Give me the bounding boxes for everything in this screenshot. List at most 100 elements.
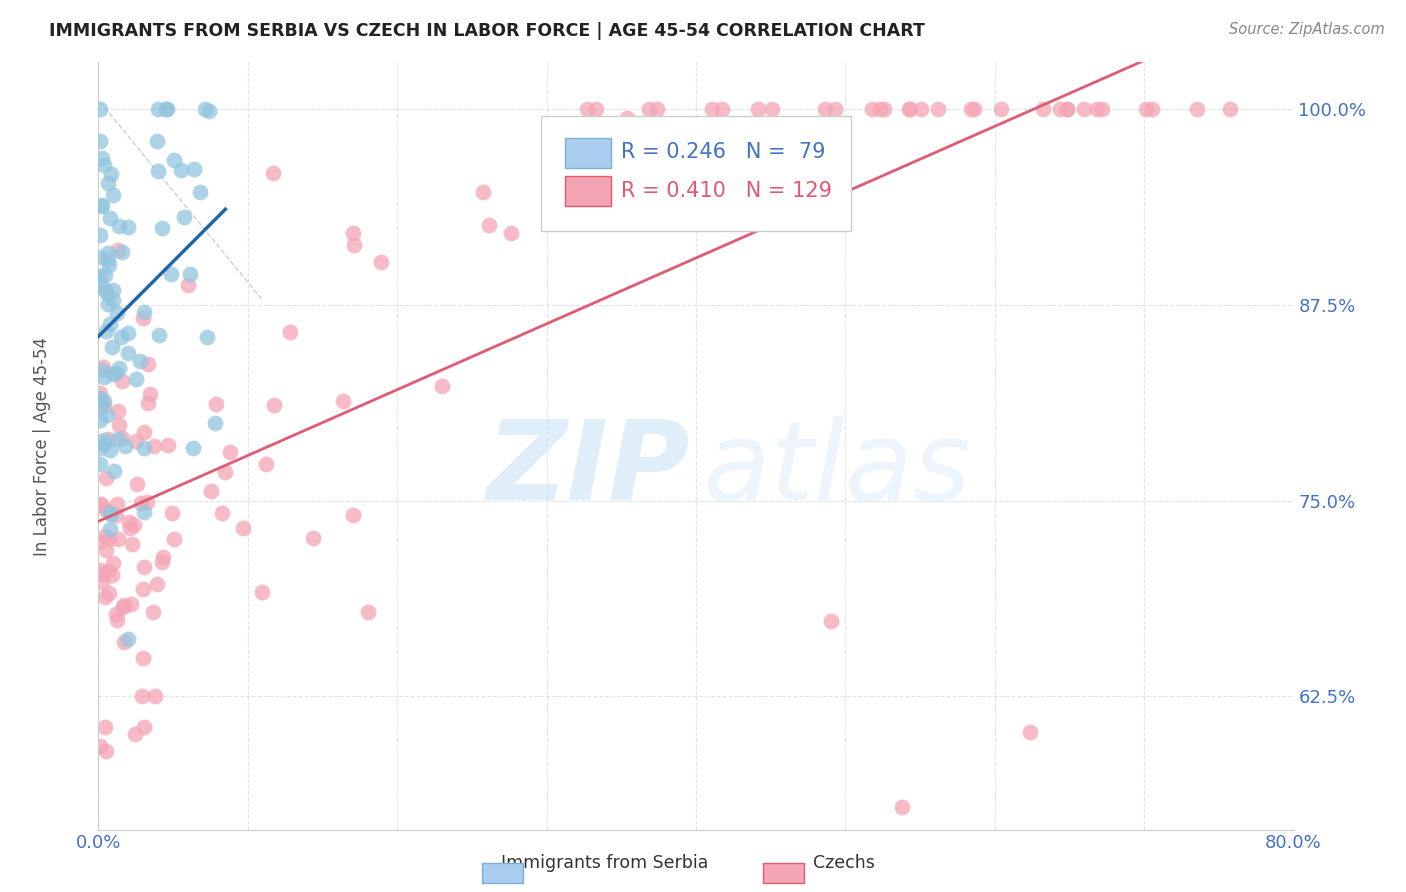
Point (824, 103, 846, 117)
Point (97, 252, 120, 267)
Point (873, 103, 896, 117)
Point (89, 498, 111, 512)
Point (90, 497, 112, 511)
Point (93, 433, 115, 447)
Point (1073, 103, 1095, 117)
Point (117, 345, 139, 359)
Point (89, 103, 111, 117)
Point (132, 305, 155, 319)
Point (163, 532, 186, 546)
Point (146, 164, 169, 178)
Point (211, 507, 233, 521)
Point (103, 367, 125, 381)
Point (152, 549, 174, 564)
Point (478, 219, 501, 233)
Point (97, 246, 120, 260)
Point (89, 441, 111, 455)
Point (131, 690, 153, 704)
Point (188, 185, 211, 199)
Point (647, 103, 669, 117)
Point (155, 103, 177, 117)
Point (616, 111, 638, 125)
Point (627, 141, 650, 155)
Point (820, 615, 842, 629)
Point (107, 432, 129, 446)
Point (156, 438, 179, 452)
Point (132, 651, 155, 665)
Point (98, 506, 121, 520)
Point (93, 268, 115, 282)
Point (134, 441, 156, 455)
Point (89, 277, 111, 291)
Point (575, 103, 598, 117)
Point (1219, 103, 1241, 117)
Point (501, 227, 523, 241)
Point (105, 366, 128, 380)
Point (814, 103, 837, 117)
Point (146, 134, 169, 148)
Point (194, 103, 217, 117)
Point (156, 103, 179, 117)
Point (107, 532, 129, 546)
Point (761, 103, 783, 117)
Point (97, 258, 120, 272)
Point (254, 457, 277, 471)
Point (98, 442, 121, 457)
Point (91, 363, 114, 377)
Point (132, 582, 155, 596)
Text: IMMIGRANTS FROM SERBIA VS CZECH IN LABOR FORCE | AGE 45-54 CORRELATION CHART: IMMIGRANTS FROM SERBIA VS CZECH IN LABOR… (49, 22, 925, 40)
Point (89, 228, 111, 243)
Point (90, 395, 112, 409)
Text: In Labor Force | Age 45-54: In Labor Force | Age 45-54 (34, 336, 51, 556)
Point (1056, 103, 1078, 117)
Point (110, 431, 132, 445)
FancyBboxPatch shape (565, 176, 612, 206)
Point (107, 404, 129, 418)
Point (89, 399, 111, 413)
Point (121, 536, 143, 550)
Point (89, 563, 111, 577)
Point (134, 425, 156, 439)
Point (214, 465, 236, 479)
Text: Czechs: Czechs (813, 855, 875, 872)
Point (93, 370, 115, 384)
Point (890, 800, 912, 814)
Point (94, 324, 117, 338)
Point (200, 483, 222, 498)
Point (117, 220, 139, 235)
Point (89, 739, 111, 753)
Point (129, 496, 152, 510)
Point (1135, 103, 1157, 117)
Point (89, 413, 111, 427)
Point (342, 508, 364, 523)
Point (136, 495, 159, 509)
Point (1142, 103, 1164, 117)
FancyBboxPatch shape (541, 116, 852, 231)
Point (262, 166, 284, 180)
Point (103, 464, 125, 478)
Point (1185, 103, 1208, 117)
Point (96, 285, 118, 300)
Point (169, 162, 191, 177)
Point (148, 327, 170, 342)
Point (342, 227, 364, 241)
Point (343, 238, 366, 252)
Point (150, 220, 173, 235)
Point (357, 605, 380, 619)
Point (232, 521, 254, 535)
Point (1091, 103, 1114, 117)
Point (105, 498, 128, 512)
Point (108, 361, 131, 376)
Point (101, 567, 124, 582)
Point (104, 607, 127, 621)
Point (122, 518, 145, 533)
Point (96, 471, 118, 485)
Point (118, 521, 141, 535)
Point (98, 317, 121, 331)
Point (143, 689, 166, 703)
Point (927, 103, 949, 117)
Point (146, 103, 169, 117)
Point (150, 556, 173, 570)
Point (370, 254, 392, 268)
Point (120, 597, 142, 611)
